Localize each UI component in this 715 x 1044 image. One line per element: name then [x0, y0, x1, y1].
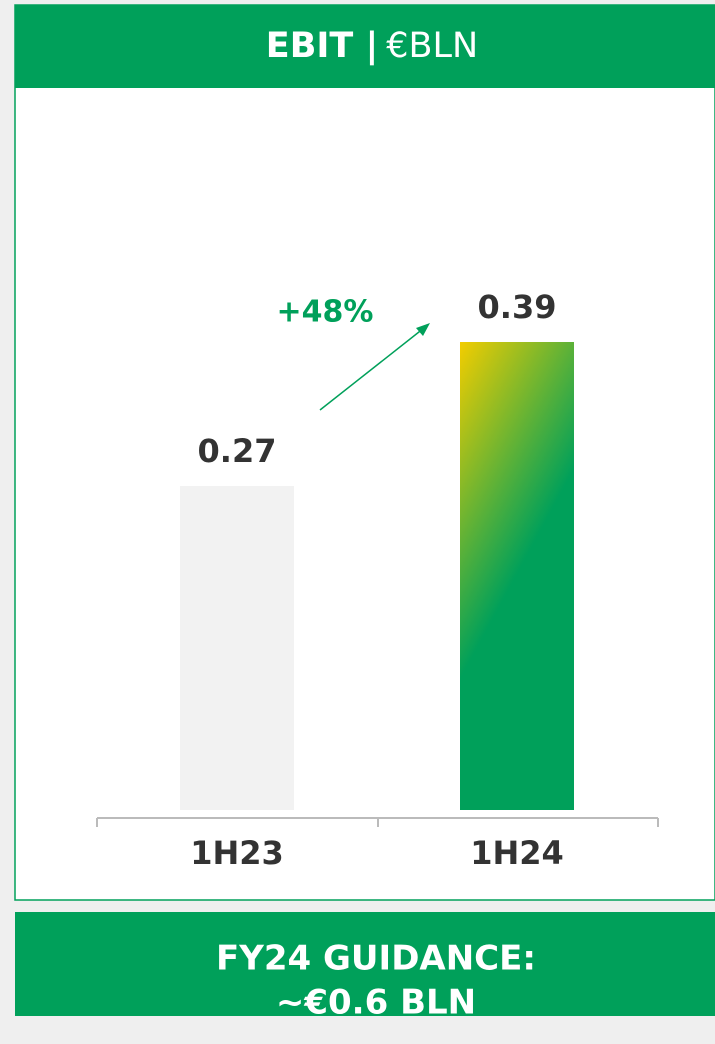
x-tick-label: 1H23: [190, 834, 284, 872]
arrow-head: [416, 323, 430, 336]
growth-arrow: [319, 327, 425, 411]
value-label: 0.39: [478, 288, 557, 326]
card: [14, 4, 715, 901]
value-label: 0.27: [198, 432, 277, 470]
header-band: [15, 5, 715, 88]
title-main: EBIT |: [266, 26, 378, 66]
bar: [460, 342, 574, 810]
footer-band: [15, 912, 715, 1016]
footer-line: FY24 GUIDANCE:: [216, 939, 536, 979]
bar: [180, 486, 294, 810]
annotation: +48%: [277, 295, 374, 330]
x-tick-label: 1H24: [470, 834, 564, 872]
chart-title: EBIT | €BLN: [266, 26, 478, 66]
title-unit: €BLN: [386, 26, 478, 66]
footer-line: ~€0.6 BLN: [276, 983, 476, 1023]
